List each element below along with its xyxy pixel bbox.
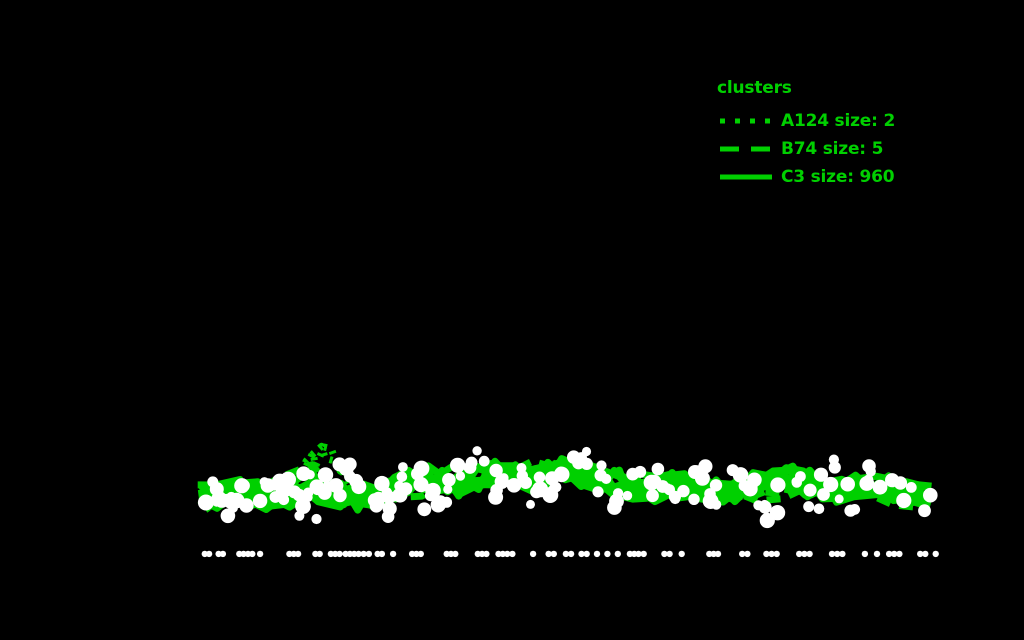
legend-item-a124[interactable]: A124 size: 2 (717, 107, 927, 135)
legend-item-b74[interactable]: B74 size: 5 (717, 135, 927, 163)
data-point-markers (197, 446, 938, 529)
legend-title: clusters (717, 78, 792, 98)
rug-ticks (201, 550, 939, 558)
legend-key-dashed-icon (717, 135, 775, 163)
legend-key-solid-icon (717, 163, 775, 191)
legend-label-b74: B74 size: 5 (781, 139, 884, 159)
legend-key-dotted-icon (717, 107, 775, 135)
legend-label-a124: A124 size: 2 (781, 111, 896, 131)
legend-item-c3[interactable]: C3 size: 960 (717, 163, 927, 191)
legend: clusters A124 size: 2 B74 size: 5 (717, 78, 927, 191)
legend-label-c3: C3 size: 960 (781, 167, 895, 187)
